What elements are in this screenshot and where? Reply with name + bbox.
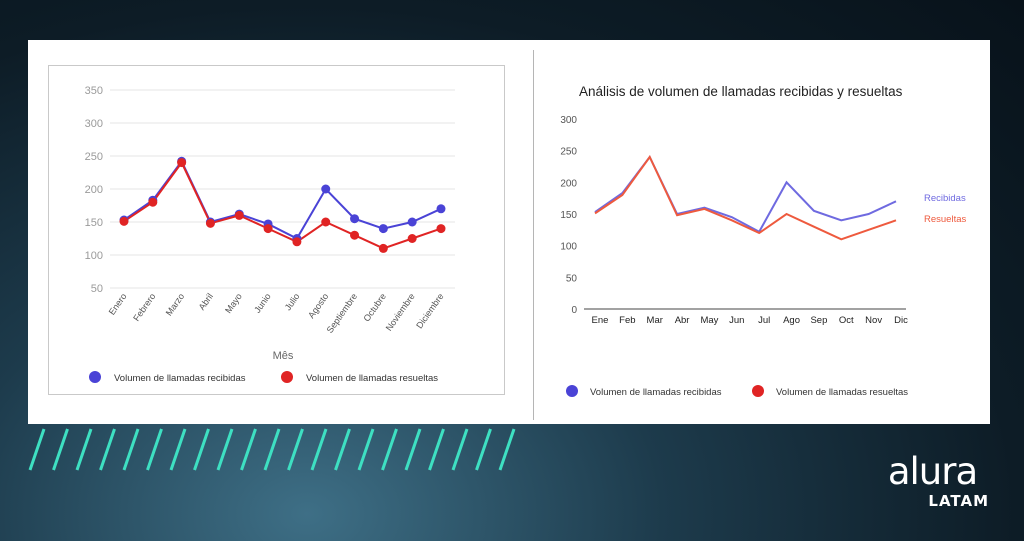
stripe-line	[240, 428, 257, 471]
data-point	[177, 158, 187, 168]
data-point	[407, 217, 417, 227]
legend-label: Volumen de llamadas recibidas	[114, 373, 246, 384]
x-tick-label: Abr	[675, 315, 690, 326]
series-line-resueltas	[123, 160, 442, 250]
data-point	[321, 184, 331, 194]
x-tick-label: Dic	[894, 315, 908, 326]
data-point	[407, 234, 417, 243]
stripe-line	[357, 428, 375, 471]
y-tick-label: 150	[85, 217, 103, 229]
data-point	[350, 214, 360, 224]
data-point	[119, 216, 129, 226]
logo-subtitle: LATAM	[928, 492, 989, 510]
logo-wordmark: alura	[887, 450, 978, 493]
stripe-line	[287, 428, 304, 471]
legend-label: Volumen de llamadas resueltas	[306, 373, 438, 384]
series-inline-label: Recibidas	[924, 193, 966, 204]
series-inline-label: Resueltas	[924, 214, 966, 225]
x-tick-label: Feb	[619, 315, 635, 326]
data-point	[436, 224, 446, 234]
stripe-line	[475, 428, 492, 471]
x-tick-label: Jun	[729, 315, 744, 326]
stripe-line	[310, 428, 328, 471]
y-tick-label: 250	[85, 151, 103, 163]
stripe-line	[193, 428, 210, 471]
data-point	[321, 217, 331, 227]
data-point	[436, 204, 446, 214]
stripe-line	[381, 428, 398, 471]
data-point	[234, 210, 244, 220]
stripe-line	[498, 428, 516, 471]
data-point	[350, 230, 360, 240]
series-line-recibidas	[594, 155, 897, 234]
stripe-line	[334, 428, 351, 471]
panel-divider	[533, 50, 534, 420]
chart-title: Análisis de volumen de llamadas recibida…	[579, 84, 903, 99]
left-chart-frame	[48, 65, 505, 395]
x-tick-label: Jul	[758, 315, 770, 326]
data-point	[148, 197, 158, 207]
x-tick-label: Ene	[592, 315, 609, 326]
y-tick-label: 150	[560, 210, 577, 221]
x-tick-label: Ago	[783, 315, 800, 326]
legend-label: Volumen de llamadas recibidas	[590, 387, 722, 398]
stripe-line	[146, 428, 163, 471]
y-tick-label: 100	[85, 250, 103, 262]
y-tick-label: 300	[85, 118, 103, 130]
y-tick-label: 100	[560, 242, 577, 253]
data-point	[378, 243, 388, 253]
data-point	[378, 224, 388, 234]
stripe-line	[99, 428, 116, 471]
y-tick-label: 50	[91, 283, 103, 295]
y-tick-label: 200	[85, 184, 103, 196]
stripe-line	[28, 428, 46, 471]
legend-marker	[752, 385, 764, 397]
y-tick-label: 50	[566, 273, 578, 284]
data-point	[292, 237, 302, 247]
stripe-line	[263, 428, 281, 471]
x-tick-label: Oct	[839, 315, 854, 326]
alura-logo: alura LATAM	[870, 450, 995, 511]
data-point	[205, 218, 215, 228]
stripe-line	[216, 428, 234, 471]
stripe-line	[52, 428, 69, 471]
stripe-line	[451, 428, 469, 471]
y-tick-label: 200	[560, 178, 577, 189]
stripe-line	[404, 428, 422, 471]
y-tick-label: 350	[85, 85, 103, 97]
legend-marker	[89, 371, 101, 383]
x-tick-label: May	[700, 315, 718, 326]
y-tick-label: 0	[571, 305, 577, 316]
stripe-line	[428, 428, 445, 471]
x-tick-label: Nov	[865, 315, 882, 326]
legend-marker	[281, 371, 293, 383]
legend-marker	[566, 385, 578, 397]
data-point	[263, 224, 273, 234]
stripe-line	[122, 428, 140, 471]
x-tick-label: Mar	[647, 315, 663, 326]
charts-panel	[28, 40, 990, 424]
x-tick-label: Sep	[810, 315, 827, 326]
x-axis-label: Mês	[273, 350, 294, 362]
stripe-line	[75, 428, 93, 471]
legend-label: Volumen de llamadas resueltas	[776, 387, 908, 398]
stripe-line	[169, 428, 187, 471]
y-tick-label: 250	[560, 147, 577, 158]
series-line-resueltas	[594, 155, 897, 241]
y-tick-label: 300	[560, 115, 577, 126]
